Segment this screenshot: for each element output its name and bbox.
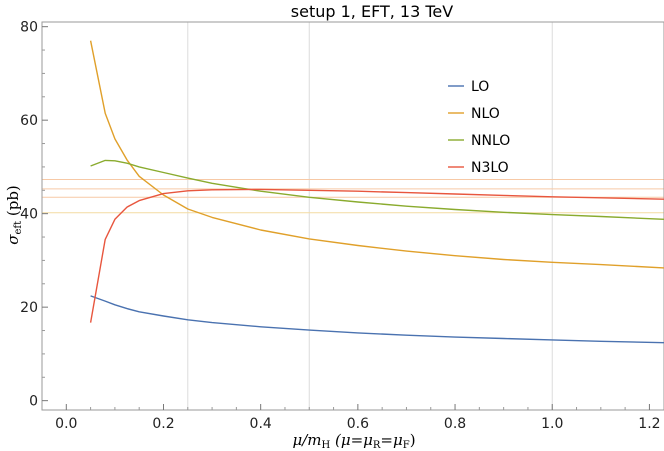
plot-frame	[41, 21, 664, 411]
x-tick-label: 0.2	[152, 416, 174, 432]
y-tick-label: 80	[20, 20, 38, 36]
legend-label-nlo: NLO	[471, 106, 500, 122]
series-line-n3lo	[89, 188, 664, 323]
y-tick-label: 20	[20, 300, 38, 316]
series-line-lo	[90, 295, 664, 344]
series-line-nnlo	[90, 159, 664, 220]
chart-title: setup 1, EFT, 13 TeV	[291, 2, 454, 21]
y-tick-label: 60	[20, 113, 38, 129]
y-tick-label: 40	[20, 207, 38, 223]
reference-lines	[42, 179, 664, 214]
legend-label-lo: LO	[471, 79, 489, 95]
x-axis-ticks: 0.0 0.2 0.4 0.6 0.8 1.0 1.2	[55, 404, 661, 432]
legend: LO NLO NNLO N3LO	[448, 79, 510, 176]
legend-label-nnlo: NNLO	[471, 133, 510, 149]
x-tick-label: 0.6	[347, 416, 369, 432]
x-tick-label: 1.2	[638, 416, 660, 432]
y-tick-label: 0	[29, 394, 38, 410]
x-tick-label: 0.8	[444, 416, 466, 432]
y-axis-ticks: 0 20 40 60 80	[20, 20, 48, 410]
y-axis-label: σeft (pb)	[4, 185, 24, 245]
x-tick-label: 0.0	[55, 416, 77, 432]
series-layer	[89, 40, 664, 344]
x-axis-label: μ/mH (μ=μR=μF)	[292, 431, 415, 451]
x-tick-label: 0.4	[250, 416, 272, 432]
grid-layer	[187, 22, 553, 410]
legend-label-n3lo: N3LO	[471, 160, 509, 176]
series-line-nlo	[89, 40, 664, 269]
x-tick-label: 1.0	[541, 416, 563, 432]
